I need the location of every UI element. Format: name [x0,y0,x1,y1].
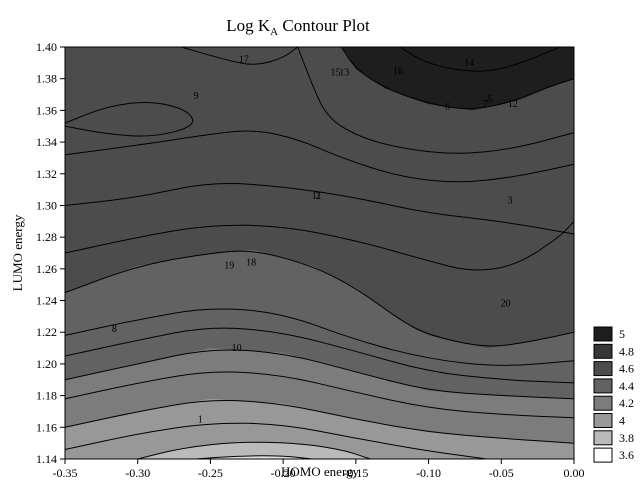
y-tick-label-4: 1.22 [36,325,57,339]
contour-label-5: 14 [464,58,474,69]
y-axis: 1.14 1.16 1.18 1.20 1.22 1.24 1.26 1.28 1.30 1.32… [36,40,65,466]
legend-swatch-7 [593,447,613,463]
x-tick-label-2: -0.25 [198,466,223,480]
contour-label-9: 12 [508,99,518,110]
contour-label-7: 7 [483,99,488,110]
contour-line-6 [65,371,574,419]
contour-label-14: 18 [246,258,256,269]
contour-line-16 [399,47,560,72]
y-tick-label-10: 1.34 [36,135,57,149]
x-tick-label-0: -0.35 [53,466,78,480]
contour-label-2: 15 [331,67,341,78]
contour-line-2 [65,250,574,347]
contour-label-18: 1 [198,414,203,425]
x-tick-label-7: 0.00 [564,466,585,480]
y-tick-label-9: 1.32 [36,167,57,181]
contour-line-7 [65,400,574,444]
y-tick-label-5: 1.24 [36,294,57,308]
contour-line-13 [181,47,299,65]
contour-line-4 [65,327,574,384]
contour-line-14 [297,47,574,154]
y-tick-label-8: 1.30 [36,198,57,212]
contour-band-4 [65,398,574,459]
y-axis-label: LUMO energy [10,214,25,291]
contour-line-0 [65,183,574,235]
legend-swatch-5 [593,413,613,428]
contour-line-5 [65,349,574,400]
legend-swatch-4 [593,395,613,411]
legend-label-5: 4 [619,414,625,428]
legend-label-1: 4.8 [619,344,634,358]
legend-label-3: 4.4 [619,379,634,393]
legend-label-7: 3.6 [619,448,634,462]
contour-label-6: 6 [445,102,450,113]
legend-swatch-0 [593,326,613,342]
contour-label-11: 2 [316,191,321,202]
x-axis-label: HOMO energy [281,464,360,479]
contour-label-17: 10 [232,343,242,354]
contour-line-3 [65,308,574,366]
legend-label-6: 3.8 [619,431,634,445]
y-tick-label-12: 1.38 [36,72,57,86]
legend-swatch-6 [593,430,613,446]
legend-label-0: 5 [619,327,625,341]
legend-label-4: 4.2 [619,396,634,410]
y-tick-label-6: 1.26 [36,262,57,276]
y-tick-label-3: 1.20 [36,357,57,371]
x-tick-label-3: -0.20 [271,466,296,480]
contour-label-16: 8 [112,324,117,335]
contour-line-12 [65,101,194,137]
y-tick-label-1: 1.16 [36,420,57,434]
contour-band-5 [137,441,371,459]
contour-label-0: 17 [239,55,249,66]
x-tick-label-6: -0.05 [489,466,514,480]
contour-label-1: 9 [193,91,198,102]
y-tick-label-11: 1.36 [36,103,57,117]
y-tick-label-13: 1.40 [36,40,57,54]
legend: 5 4.8 4.6 4.4 4.2 4 3.8 3.6 [593,326,634,463]
contour-label-12: 3 [508,196,513,207]
legend-swatch-2 [593,361,613,377]
contour-label-3: 13 [339,67,349,78]
contour-line-9 [137,441,371,459]
x-tick-label-5: -0.10 [416,466,441,480]
contour-label-8: 5 [487,94,492,105]
y-tick-label-2: 1.18 [36,389,57,403]
legend-swatch-1 [593,343,613,359]
contour-label-4: 16 [393,66,403,77]
legend-label-2: 4.6 [619,362,634,376]
contour-label-15: 20 [501,299,511,310]
contour-line-1 [65,220,574,271]
contour-line-8 [65,422,487,459]
legend-swatch-3 [593,378,613,394]
y-tick-label-7: 1.28 [36,230,57,244]
y-tick-label-0: 1.14 [36,452,57,466]
x-tick-label-1: -0.30 [125,466,150,480]
contour-bands [65,47,574,459]
contour-band-6 [341,47,574,111]
x-tick-label-4: -0.15 [343,466,368,480]
chart-title: Log KA Contour Plot [226,16,370,38]
contour-line-15 [340,47,574,109]
contour-line-11 [65,130,574,183]
x-axis: -0.35 -0.30 -0.25 -0.20 -0.15 -0.10 -0.05 0.00 [53,459,585,480]
contour-label-13: 19 [224,261,234,272]
plot-frame [64,46,575,460]
contour-label-10: 11 [312,191,322,202]
